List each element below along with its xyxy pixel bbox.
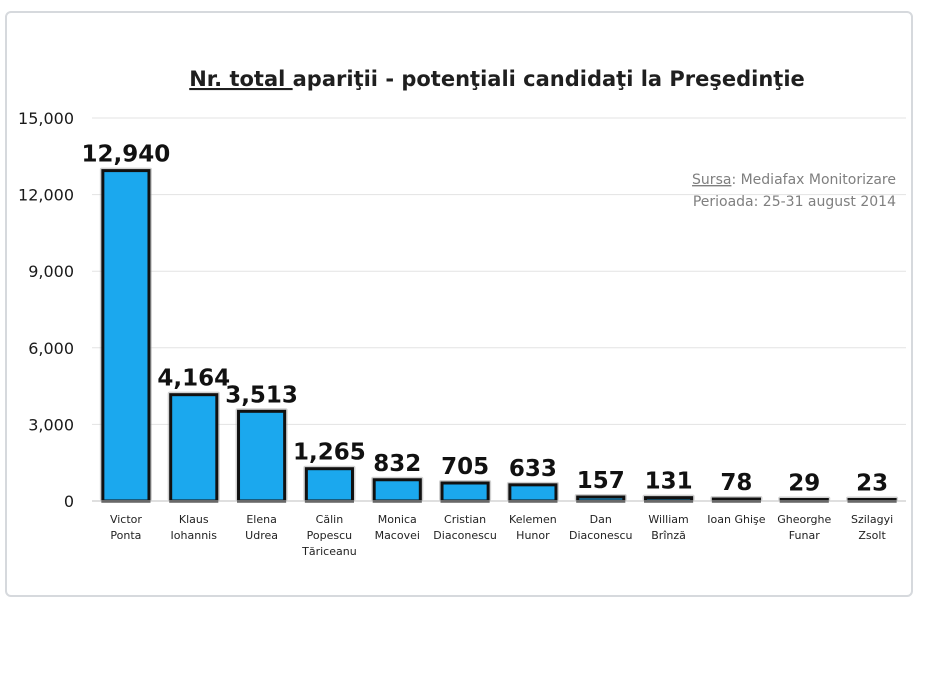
category-label-line: William (648, 513, 688, 526)
category-label-line: Iohannis (171, 529, 218, 542)
category-label-line: Monica (378, 513, 417, 526)
y-axis-ticks: 0 3,000 6,000 9,000 12,000 15,000 (18, 109, 74, 511)
data-label: 23 (856, 471, 888, 497)
data-label: 1,265 (293, 440, 366, 466)
bar (237, 409, 287, 503)
chart-title-rest: apariţii - potenţiali candidaţi la Preşe… (293, 67, 805, 91)
category-label-line: Gheorghe (777, 513, 831, 526)
category-label-line: Funar (789, 529, 820, 542)
y-tick-label: 15,000 (18, 109, 74, 128)
category-label: Ioan Ghişe (707, 513, 765, 526)
category-label-line: Diaconescu (433, 529, 497, 542)
data-label: 832 (373, 451, 421, 477)
category-label-line: Dan (590, 513, 612, 526)
chart-title: Nr. total apariţii - potenţiali candidaţ… (189, 67, 805, 91)
source-text: : Mediafax Monitorizare (731, 172, 896, 188)
data-label: 12,940 (82, 142, 171, 168)
category-label: Călin Popescu Tăriceanu (301, 513, 357, 558)
category-label-line: Cristian (444, 513, 486, 526)
category-label: Gheorghe Funar (777, 513, 831, 542)
category-label-line: Zsolt (858, 529, 886, 542)
bar (169, 393, 219, 503)
category-label-line: Victor (110, 513, 142, 526)
y-tick-label: 9,000 (28, 262, 74, 281)
bars (99, 167, 899, 503)
category-label-line: Diaconescu (569, 529, 633, 542)
chart-title-underlined: Nr. total (189, 67, 292, 91)
category-label-line: Udrea (245, 529, 278, 542)
bar (440, 481, 490, 503)
category-label-line: Hunor (516, 529, 550, 542)
bar (576, 495, 626, 503)
category-label-line: Brînză (651, 529, 686, 542)
bar (304, 467, 354, 503)
category-label-line: Elena (246, 513, 277, 526)
category-label-line: Szilagyi (851, 513, 893, 526)
category-label-line: Macovei (375, 529, 420, 542)
data-label: 3,513 (225, 382, 298, 408)
y-tick-label: 0 (64, 492, 74, 511)
category-label-line: Klaus (179, 513, 209, 526)
bar (508, 483, 558, 503)
data-label: 157 (577, 468, 625, 494)
period-text: Perioada: 25-31 august 2014 (693, 194, 896, 210)
category-label: Klaus Iohannis (171, 513, 218, 542)
gridlines (92, 117, 906, 425)
category-label-line: Kelemen (509, 513, 557, 526)
data-label: 29 (788, 471, 820, 497)
category-label: Monica Macovei (375, 513, 420, 542)
data-label: 705 (441, 454, 489, 480)
data-label: 131 (645, 469, 693, 495)
category-label: Kelemen Hunor (509, 513, 557, 542)
category-label-line: Popescu (307, 529, 352, 542)
y-tick-label: 3,000 (28, 415, 74, 434)
category-label: Elena Udrea (245, 513, 278, 542)
x-axis-categories: Victor Ponta Klaus Iohannis Elena Udrea Călin P… (110, 513, 893, 558)
source-label: Sursa (692, 172, 731, 188)
bar (101, 169, 151, 503)
y-tick-label: 12,000 (18, 186, 74, 205)
category-label-line: Ponta (110, 529, 141, 542)
bar (372, 478, 422, 503)
data-label: 78 (720, 470, 752, 496)
data-label: 633 (509, 456, 557, 482)
category-label: Victor Ponta (110, 513, 142, 542)
source-line: Sursa: Mediafax Monitorizare (692, 172, 896, 188)
data-label: 4,164 (157, 366, 230, 392)
category-label-line: Ioan Ghişe (707, 513, 765, 526)
category-label: Cristian Diaconescu (433, 513, 497, 542)
y-tick-label: 6,000 (28, 339, 74, 358)
category-label: Szilagyi Zsolt (851, 513, 893, 542)
bar (644, 496, 694, 503)
category-label-line: Călin (316, 513, 344, 526)
category-label-line: Tăriceanu (301, 545, 357, 558)
category-label: Dan Diaconescu (569, 513, 633, 542)
category-label: William Brînză (648, 513, 688, 542)
